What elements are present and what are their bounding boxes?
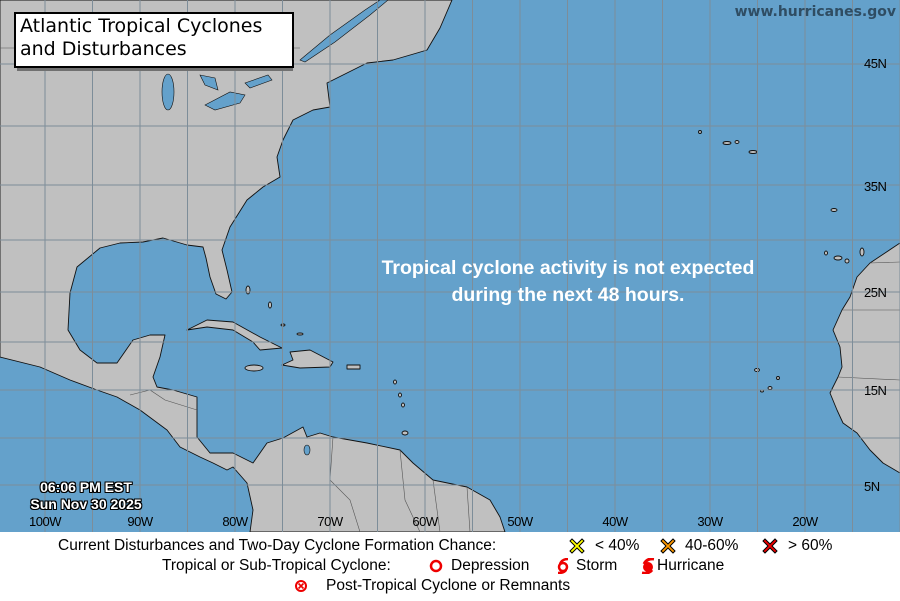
longitude-label: 50W bbox=[507, 514, 533, 529]
jamaica bbox=[244, 364, 264, 372]
longitude-label: 40W bbox=[602, 514, 628, 529]
page-title: Atlantic Tropical Cyclones and Disturban… bbox=[14, 12, 294, 68]
legend: Current Disturbances and Two-Day Cyclone… bbox=[0, 532, 900, 601]
yellow-x-icon bbox=[569, 538, 585, 554]
legend-hurricane: Hurricane bbox=[657, 557, 725, 574]
longitude-label: 70W bbox=[317, 514, 343, 529]
map bbox=[0, 0, 900, 532]
longitude-label: 80W bbox=[222, 514, 248, 529]
latitude-label: 5N bbox=[864, 479, 880, 494]
date-text: Sun Nov 30 2025 bbox=[30, 496, 142, 512]
puerto-rico bbox=[346, 364, 361, 370]
title-line-1: Atlantic Tropical Cyclones bbox=[20, 15, 263, 37]
timestamp: 06:06 PM EST Sun Nov 30 2025 bbox=[12, 479, 160, 513]
hurricane-icon bbox=[640, 557, 656, 575]
orange-x-icon bbox=[660, 538, 676, 554]
red-x-icon bbox=[762, 538, 778, 554]
latitude-label: 15N bbox=[864, 383, 887, 398]
latitude-label: 45N bbox=[864, 56, 887, 71]
longitude-label: 30W bbox=[697, 514, 723, 529]
outlook-message: Tropical cyclone activity is not expecte… bbox=[330, 255, 806, 309]
time-text: 06:06 PM EST bbox=[40, 479, 132, 495]
latitude-label: 35N bbox=[864, 179, 887, 194]
message-line-2: during the next 48 hours. bbox=[451, 284, 685, 306]
legend-storm: Storm bbox=[576, 557, 618, 574]
legend-high-chance: > 60% bbox=[788, 537, 833, 554]
legend-post-tropical: Post-Tropical Cyclone or Remnants bbox=[326, 577, 571, 594]
legend-low-chance: < 40% bbox=[595, 537, 640, 554]
legend-medium-chance: 40-60% bbox=[685, 537, 739, 554]
latitude-label: 25N bbox=[864, 285, 887, 300]
site-url[interactable]: www.hurricanes.gov bbox=[734, 4, 896, 20]
depression-icon bbox=[428, 558, 444, 574]
longitude-label: 20W bbox=[792, 514, 818, 529]
message-line-1: Tropical cyclone activity is not expecte… bbox=[381, 257, 755, 279]
islands bbox=[245, 130, 865, 436]
longitude-label: 100W bbox=[29, 514, 61, 529]
title-line-2: and Disturbances bbox=[20, 38, 187, 60]
longitude-label: 60W bbox=[412, 514, 438, 529]
legend-depression: Depression bbox=[451, 557, 530, 574]
longitude-label: 90W bbox=[127, 514, 153, 529]
north-america-land bbox=[0, 0, 506, 532]
storm-icon bbox=[555, 557, 571, 575]
hispaniola bbox=[281, 349, 334, 369]
legend-cyclone-label: Tropical or Sub-Tropical Cyclone: bbox=[162, 557, 391, 574]
post-tropical-icon bbox=[293, 578, 309, 594]
legend-disturbance-label: Current Disturbances and Two-Day Cyclone… bbox=[58, 537, 497, 554]
